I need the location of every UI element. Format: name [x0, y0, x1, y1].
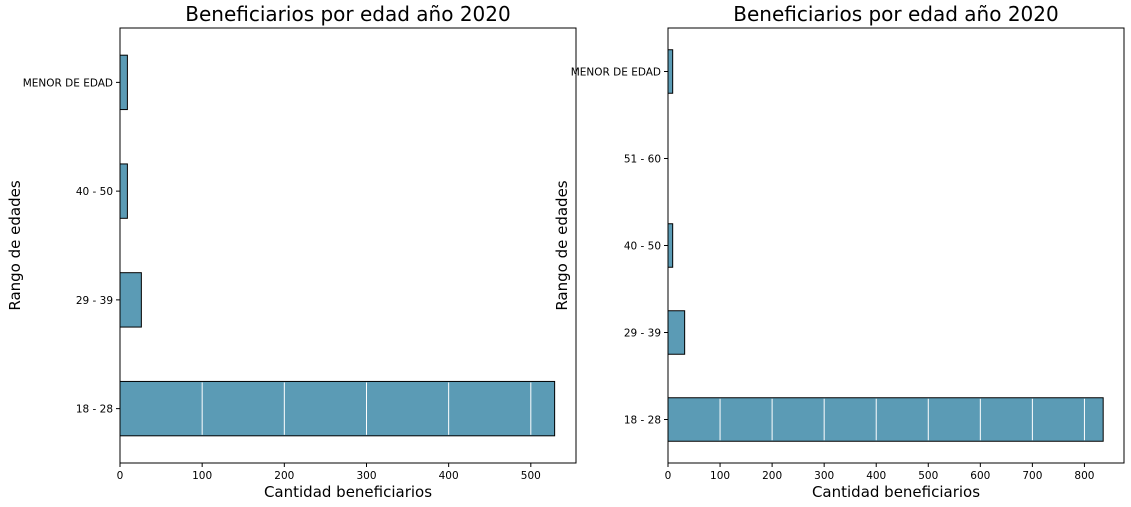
bar-18-28	[667, 397, 1104, 442]
bar-18-28	[119, 380, 556, 437]
x-tick-label: 800	[1074, 470, 1094, 482]
y-tick-label: 29 - 39	[624, 328, 661, 340]
x-tick-label: 300	[814, 470, 834, 482]
x-tick-label: 500	[521, 470, 541, 482]
y-tick-label: 51 - 60	[624, 154, 661, 166]
bar-29-39	[667, 310, 686, 355]
y-tick-label: MENOR DE EDAD	[571, 67, 661, 79]
chart-title: Beneficiarios por edad año 2020	[185, 2, 510, 26]
x-tick-label: 100	[192, 470, 212, 482]
y-axis-label: Rango de edades	[6, 180, 24, 310]
bar-menor-de-edad	[667, 49, 674, 94]
x-tick-label: 200	[274, 470, 294, 482]
y-tick-label: 29 - 39	[76, 295, 113, 307]
x-tick-label: 200	[762, 470, 782, 482]
x-tick-label: 0	[117, 470, 124, 482]
chart-1: Beneficiarios por edad año 2020 18 - 28 29…	[6, 2, 577, 501]
x-tick-label: 300	[356, 470, 376, 482]
bar-40-50	[667, 223, 674, 268]
y-tick-label: 18 - 28	[76, 404, 113, 416]
x-tick-label: 100	[710, 470, 730, 482]
x-tick-label: 500	[918, 470, 938, 482]
bar-40-50	[119, 163, 128, 219]
y-tick-label: 18 - 28	[624, 415, 661, 427]
y-tick-label: 40 - 50	[76, 186, 113, 198]
y-tick-label: MENOR DE EDAD	[23, 77, 113, 89]
x-axis-label: Cantidad beneficiarios	[264, 483, 432, 501]
x-axis-label: Cantidad beneficiarios	[812, 483, 980, 501]
chart-title: Beneficiarios por edad año 2020	[733, 2, 1058, 26]
x-tick-label: 400	[866, 470, 886, 482]
plot-frame	[119, 27, 577, 464]
x-tick-label: 700	[1022, 470, 1042, 482]
x-tick-label: 600	[970, 470, 990, 482]
y-tick-label: 40 - 50	[624, 241, 661, 253]
bar-menor-de-edad	[119, 54, 128, 111]
y-axis-label: Rango de edades	[553, 180, 571, 310]
x-tick-label: 0	[665, 470, 672, 482]
bar-29-39	[119, 272, 142, 328]
chart-2: Beneficiarios por edad año 2020 18 - 28 29…	[553, 2, 1125, 501]
plot-frame	[667, 27, 1125, 464]
x-tick-label: 400	[439, 470, 459, 482]
